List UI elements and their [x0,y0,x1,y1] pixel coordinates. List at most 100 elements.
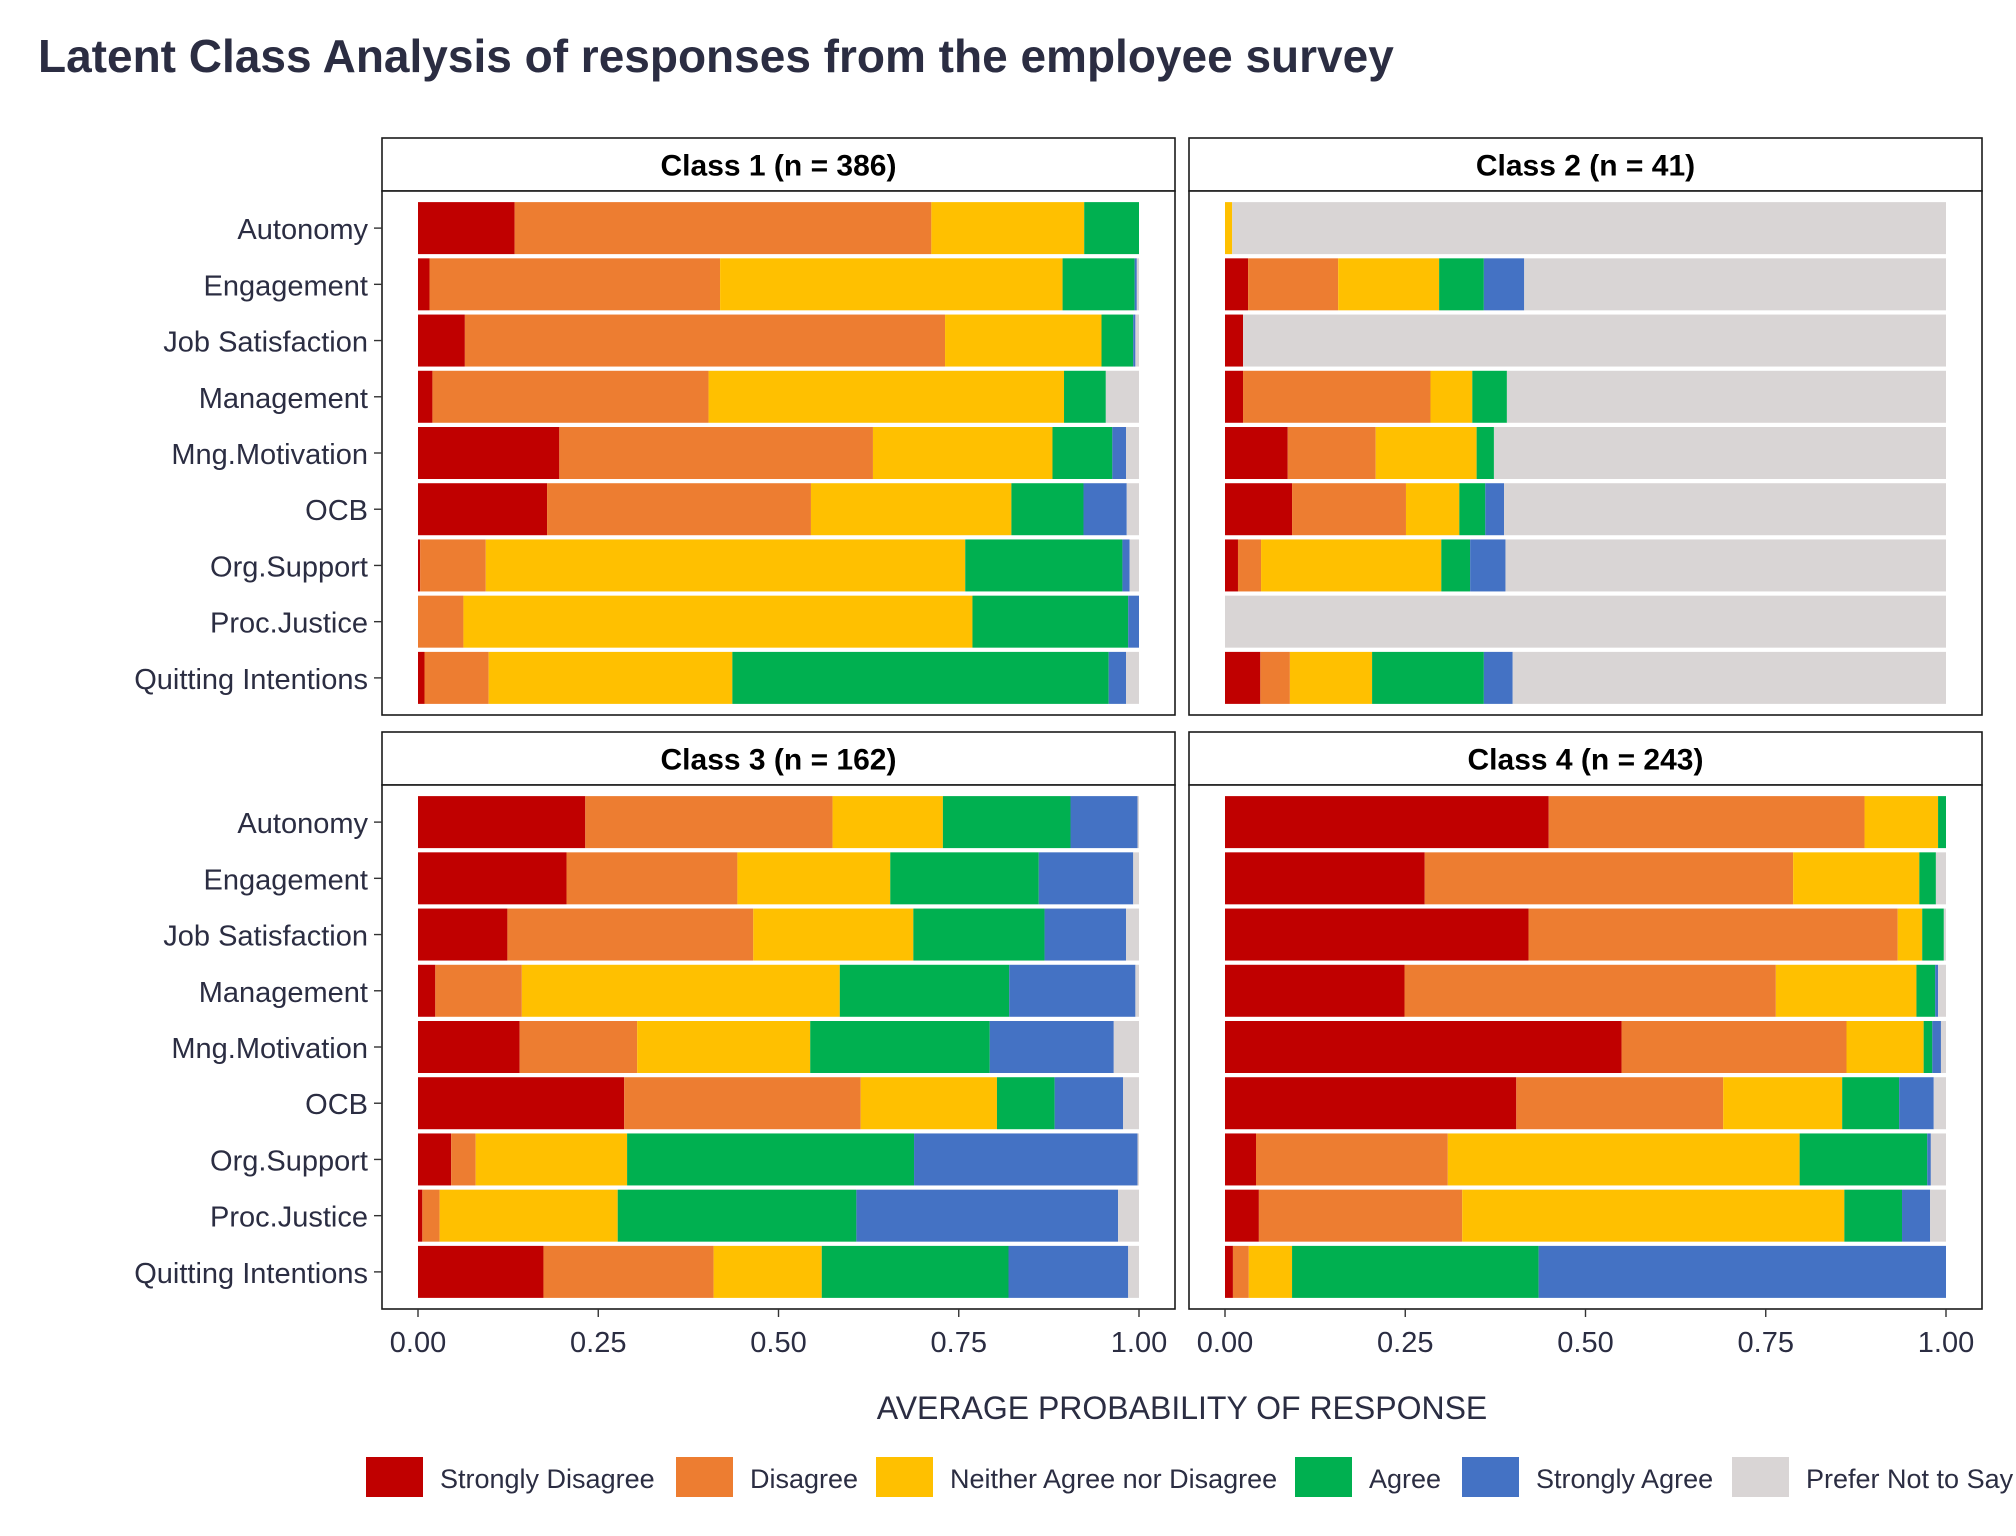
bar-job-satisfaction-strongly-disagree [418,314,465,367]
legend-item-strongly-agree: Strongly Agree [1462,1457,1713,1497]
bar-org-support-agree [627,1133,915,1186]
bar-quitting-intentions-neither-agree-nor-disagree [1289,651,1373,704]
bar-job-satisfaction-strongly-disagree [1225,314,1244,367]
panel-strip [1188,731,1983,786]
bar-mng-motivation-neither-agree-nor-disagree [872,427,1053,479]
legend-swatch [1295,1457,1352,1497]
bar-ocb-agree [1011,483,1084,536]
legend-swatch [1462,1457,1519,1497]
bar-autonomy-neither-agree-nor-disagree [1864,796,1939,849]
bar-autonomy-strongly-agree [1070,796,1138,849]
bar-proc-justice-agree [972,595,1129,648]
bar-ocb-neither-agree-nor-disagree [1405,483,1460,536]
bar-mng-motivation-neither-agree-nor-disagree [637,1021,811,1073]
bar-proc-justice-prefer-not-to-say [1225,595,1946,648]
bar-mng-motivation-prefer-not-to-say [1113,1021,1139,1073]
bar-proc-justice-neither-agree-nor-disagree [463,595,973,648]
bar-autonomy-disagree [1548,796,1865,849]
bar-quitting-intentions-strongly-agree [1483,651,1513,704]
bar-quitting-intentions-neither-agree-nor-disagree [488,651,733,704]
bar-ocb-strongly-disagree [418,1077,625,1130]
panel-3: Class 3 (n = 162) Autonomy Engagement Job S… [134,731,1176,1359]
panel-2: Class 2 (n = 41) [1188,137,1983,716]
bar-quitting-intentions-prefer-not-to-say [1126,651,1139,704]
chart-title: Latent Class Analysis of responses from … [38,30,1394,82]
bar-mng-motivation-strongly-agree [989,1021,1114,1073]
bar-org-support-neither-agree-nor-disagree [1447,1133,1800,1186]
bar-org-support-disagree [1256,1133,1448,1186]
bar-org-support-prefer-not-to-say [1129,539,1139,592]
bar-ocb-strongly-disagree [418,483,548,536]
bar-proc-justice-agree [617,1189,857,1242]
legend-label: Agree [1369,1464,1441,1494]
bar-autonomy-disagree [514,202,932,255]
bar-autonomy-disagree [585,796,833,849]
bar-ocb-disagree [1292,483,1406,536]
y-tick-label: Org.Support [210,1145,368,1177]
bar-autonomy-prefer-not-to-say [1137,796,1139,849]
bar-quitting-intentions-agree [732,651,1109,704]
bar-job-satisfaction-agree [1101,314,1134,367]
bar-ocb-strongly-disagree [1225,1077,1517,1130]
bar-engagement-disagree [1248,258,1339,311]
legend-item-prefer-not-to-say: Prefer Not to Say [1732,1457,2014,1497]
bar-mng-motivation-disagree [519,1021,638,1073]
bar-quitting-intentions-agree [1292,1245,1539,1298]
y-tick-label: Management [199,977,368,1009]
bar-quitting-intentions-strongly-disagree [418,1245,544,1298]
bar-engagement-strongly-agree [1038,852,1134,905]
bar-org-support-disagree [1237,539,1262,592]
bar-engagement-strongly-disagree [1225,852,1425,905]
bar-proc-justice-prefer-not-to-say [1118,1189,1139,1242]
bar-proc-justice-disagree [418,595,464,648]
y-tick-label: Engagement [204,864,368,896]
bar-quitting-intentions-strongly-disagree [1225,1245,1233,1298]
bar-management-agree [1064,370,1106,423]
bar-mng-motivation-prefer-not-to-say [1493,427,1946,479]
bar-proc-justice-disagree [422,1189,440,1242]
bar-ocb-agree [1459,483,1486,536]
legend-item-agree: Agree [1295,1457,1441,1497]
legend-item-strongly-disagree: Strongly Disagree [366,1457,655,1497]
y-tick-label: Autonomy [237,214,368,246]
bar-mng-motivation-disagree [1621,1021,1847,1073]
panel-title: Class 2 (n = 41) [1476,150,1695,183]
y-tick-label: OCB [305,495,368,527]
panel-title: Class 1 (n = 386) [661,150,897,183]
bar-ocb-agree [996,1077,1055,1130]
bar-proc-justice-agree [1844,1189,1903,1242]
x-tick-label: 0.75 [931,1327,987,1359]
x-tick-label: 0.75 [1738,1327,1794,1359]
legend-label: Prefer Not to Say [1806,1464,2014,1494]
y-tick-label: Proc.Justice [210,1202,368,1234]
bar-proc-justice-strongly-disagree [418,1189,423,1242]
bar-job-satisfaction-disagree [1528,908,1898,961]
bar-engagement-neither-agree-nor-disagree [1338,258,1440,311]
bar-engagement-neither-agree-nor-disagree [720,258,1063,311]
bar-job-satisfaction-agree [913,908,1045,961]
bar-management-disagree [1243,370,1431,423]
y-tick-label: Autonomy [237,808,368,840]
x-tick-label: 0.50 [1557,1327,1613,1359]
legend-swatch [366,1457,423,1497]
bar-mng-motivation-agree [1052,427,1113,479]
bar-job-satisfaction-neither-agree-nor-disagree [945,314,1102,367]
bar-mng-motivation-prefer-not-to-say [1940,1021,1946,1073]
panel-1: Class 1 (n = 386) Autonomy Engagement Job S… [134,137,1176,716]
bar-management-neither-agree-nor-disagree [521,964,840,1017]
chart-legend: Strongly Disagree Disagree Neither Agree n… [366,1457,2014,1497]
bar-autonomy-neither-agree-nor-disagree [832,796,943,849]
bar-management-disagree [432,370,709,423]
bar-management-strongly-agree [1009,964,1136,1017]
bar-job-satisfaction-neither-agree-nor-disagree [1897,908,1923,961]
bar-engagement-prefer-not-to-say [1136,258,1139,311]
bar-org-support-disagree [451,1133,476,1186]
bar-ocb-disagree [624,1077,861,1130]
legend-item-neither-agree-nor-disagree: Neither Agree nor Disagree [876,1457,1277,1497]
bar-job-satisfaction-agree [1922,908,1944,961]
legend-swatch [1732,1457,1789,1497]
x-tick-label: 0.00 [390,1327,446,1359]
bar-engagement-disagree [566,852,738,905]
bar-management-neither-agree-nor-disagree [708,370,1065,423]
bar-management-strongly-disagree [1225,370,1244,423]
